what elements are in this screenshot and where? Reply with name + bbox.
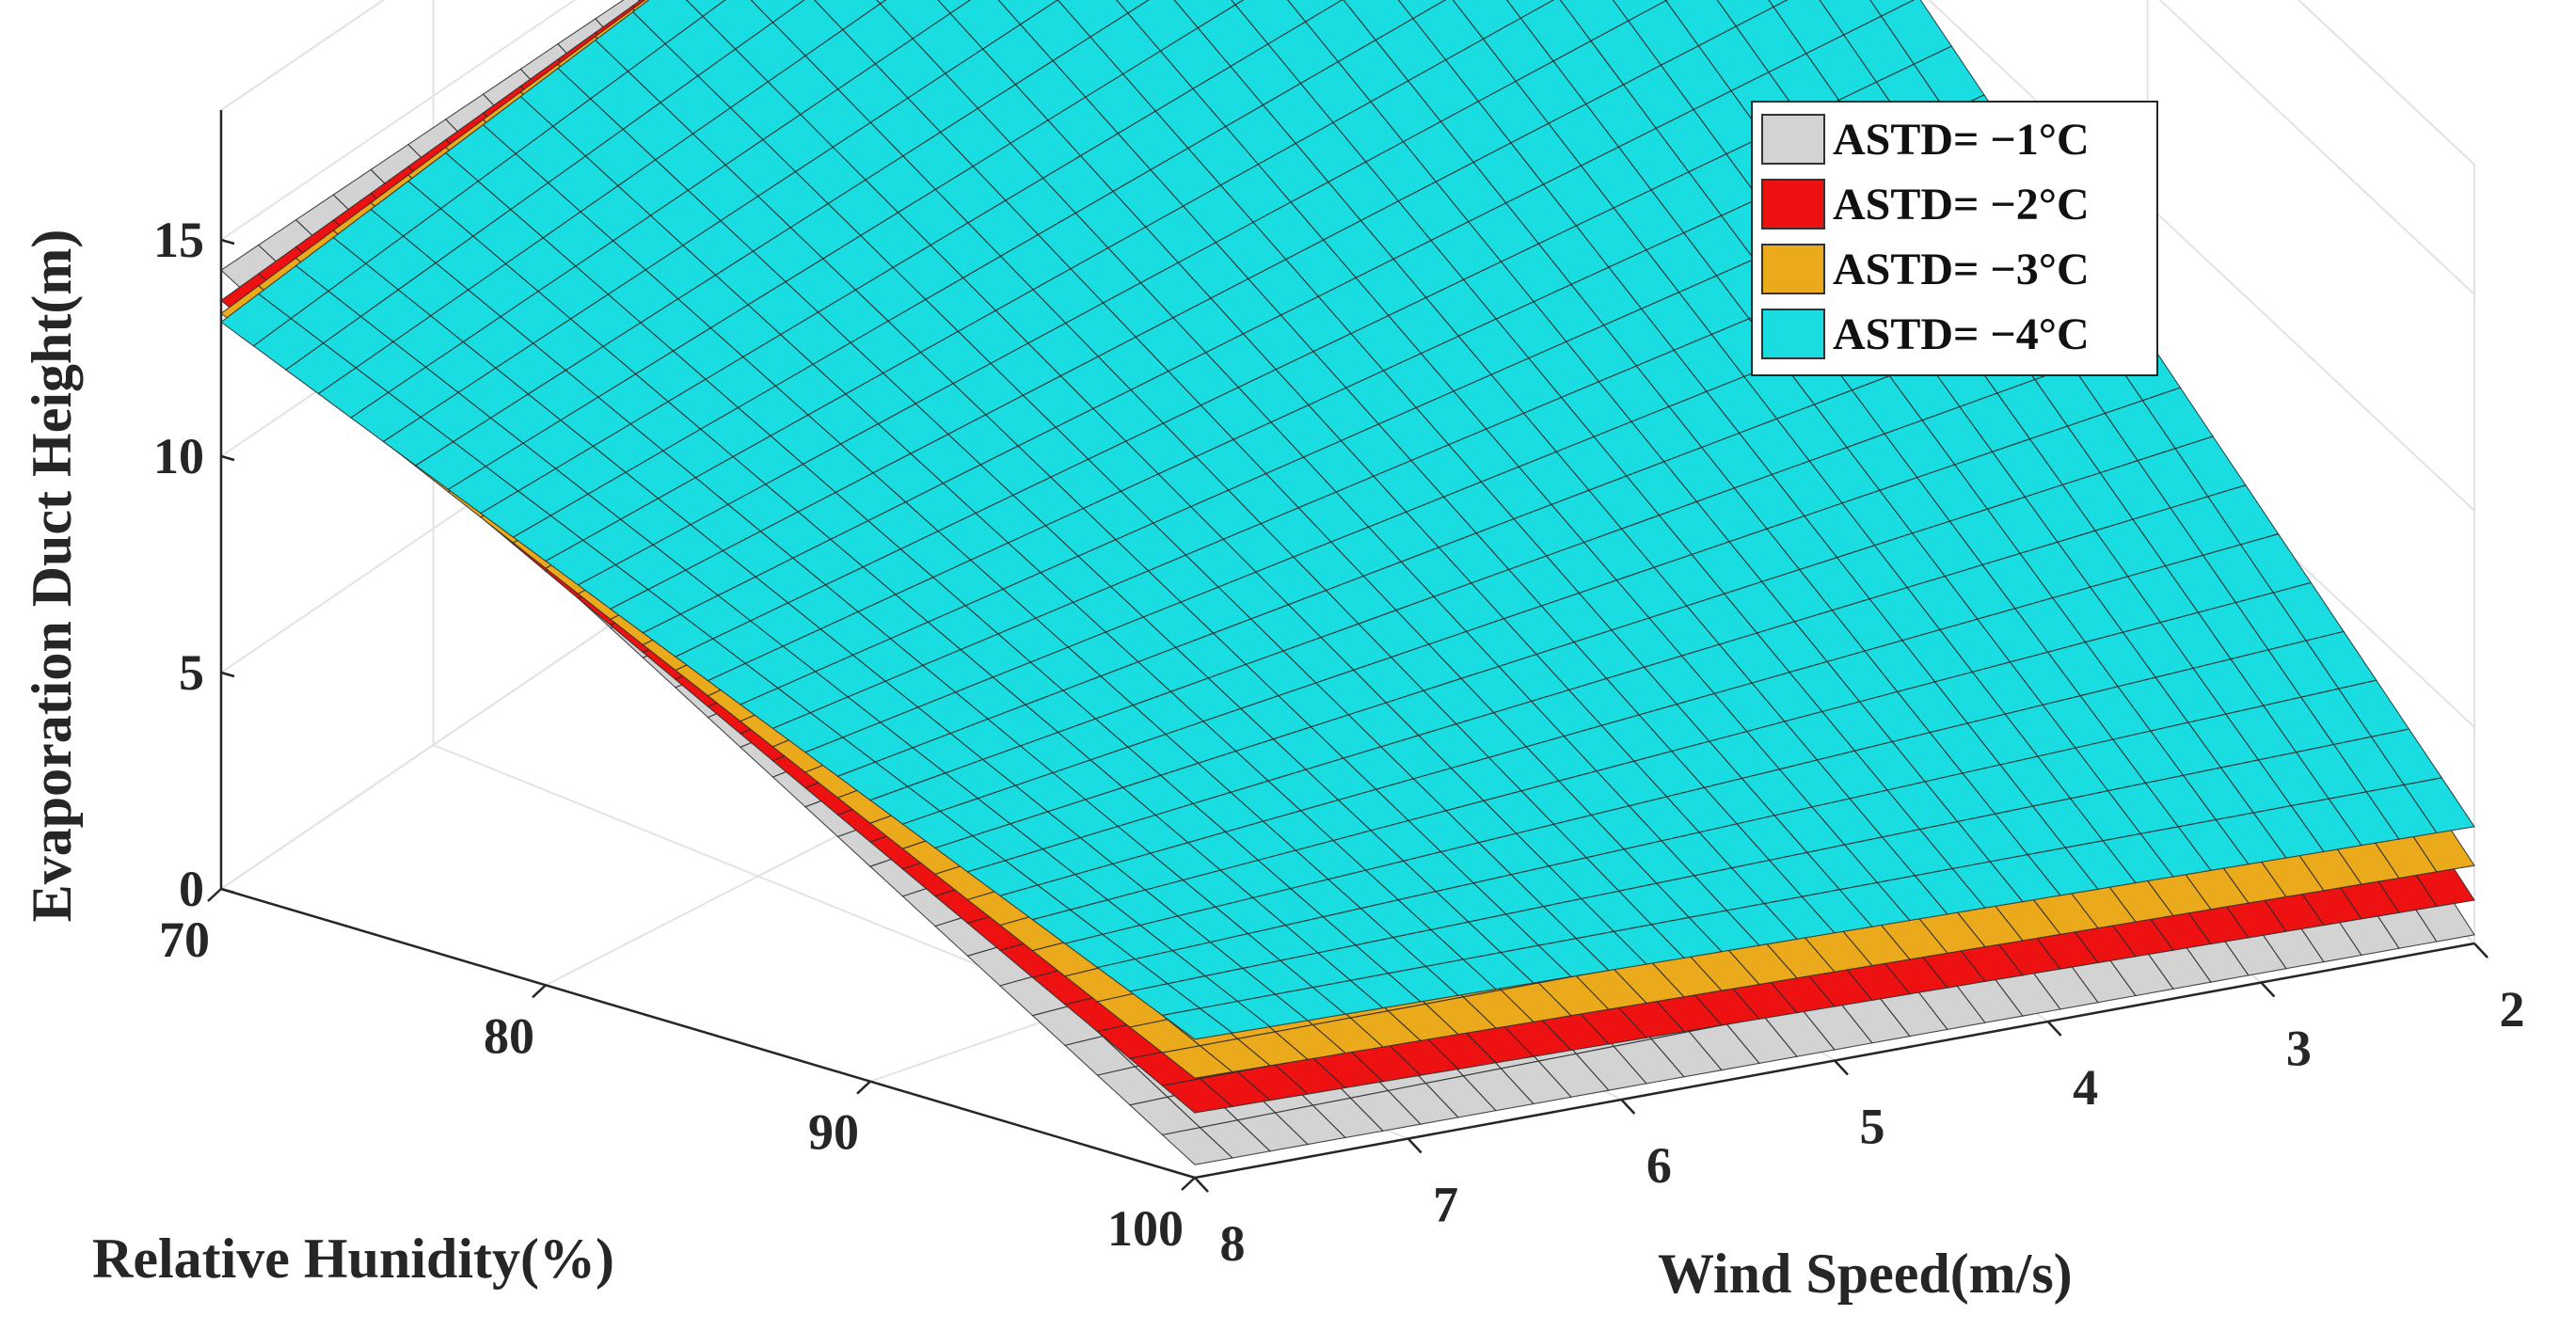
ws-tick <box>2260 981 2276 998</box>
legend-swatch <box>1761 114 1825 165</box>
ws-tick <box>1834 1059 1849 1076</box>
legend-label: ASTD= −1°C <box>1833 115 2090 165</box>
wall-grid-z <box>1927 0 2475 512</box>
surface-patch <box>1397 0 1447 20</box>
wall-grid-z <box>220 0 577 241</box>
ws-tick <box>1407 1137 1423 1154</box>
surfaces <box>220 0 2475 1165</box>
ws-tick-label: 8 <box>1220 1215 1246 1272</box>
ws-tick <box>1194 1177 1209 1193</box>
legend-swatch <box>1761 309 1825 359</box>
surface-patch <box>750 0 805 24</box>
rh-tick <box>532 984 547 999</box>
legend: ASTD= −1°C ASTD= −2°C ASTD= −3°C ASTD= −4°C <box>1751 101 2158 376</box>
ws-tick <box>2046 1021 2062 1037</box>
rh-axis-line <box>220 887 1196 1180</box>
ws-tick-label: 4 <box>2073 1059 2098 1116</box>
ws-tick <box>2473 943 2489 959</box>
rh-tick-label: 70 <box>159 911 210 968</box>
z-tick-label: 15 <box>153 212 204 268</box>
z-tick <box>220 671 235 678</box>
ws-tick-label: 2 <box>2500 981 2525 1038</box>
ws-tick-label: 5 <box>1860 1099 1885 1155</box>
rh-tick <box>856 1080 871 1095</box>
wall-grid-z <box>2297 0 2475 166</box>
surface-patch <box>1869 0 1916 17</box>
surface-patch <box>2403 777 2475 833</box>
z-tick <box>220 454 235 462</box>
wall-grid-z <box>2158 0 2475 295</box>
surface-series-4 <box>220 0 2475 1040</box>
legend-label: ASTD= −2°C <box>1833 180 2090 230</box>
rh-tick <box>207 888 222 902</box>
surface-patch <box>1287 0 1344 23</box>
legend-items: ASTD= −1°C ASTD= −2°C ASTD= −3°C ASTD= −4°C <box>1761 114 2090 359</box>
z-tick <box>220 238 235 246</box>
ticks: 0 5 10 15 70 80 90 100 2 3 4 5 6 7 8 <box>153 212 2525 1272</box>
surface-patch <box>937 0 972 14</box>
ws-tick-label: 6 <box>1646 1137 1672 1194</box>
z-tick-label: 10 <box>153 428 204 484</box>
z-tick-label: 0 <box>179 861 204 917</box>
surface-patch <box>685 0 726 18</box>
rh-tick <box>1181 1177 1196 1191</box>
surface-patch <box>1116 0 1150 14</box>
surface-patch <box>1506 0 1555 20</box>
rh-tick-label: 80 <box>484 1007 534 1064</box>
z-tick <box>220 887 235 895</box>
surface-patch <box>1231 0 1245 6</box>
ws-tick-label: 7 <box>1433 1177 1458 1233</box>
surface-patch <box>1768 0 1789 8</box>
legend-swatch <box>1761 179 1825 230</box>
ws-tick-label: 3 <box>2286 1021 2312 1077</box>
y-axis-label: Relative Hunidity(%) <box>92 1228 614 1290</box>
rh-tick-label: 100 <box>1107 1200 1184 1257</box>
legend-label: ASTD= −4°C <box>1833 309 2090 359</box>
z-axis-label: Evaporation Duct Height(m) <box>21 230 83 923</box>
legend-swatch <box>1761 244 1825 294</box>
rh-tick-label: 90 <box>808 1104 859 1161</box>
legend-label: ASTD= −3°C <box>1833 245 2090 294</box>
z-tick-label: 5 <box>179 644 204 701</box>
x-axis-label: Wind Speed(m/s) <box>1658 1243 2073 1305</box>
ws-tick <box>1620 1099 1636 1115</box>
surface-patch <box>997 0 1059 25</box>
